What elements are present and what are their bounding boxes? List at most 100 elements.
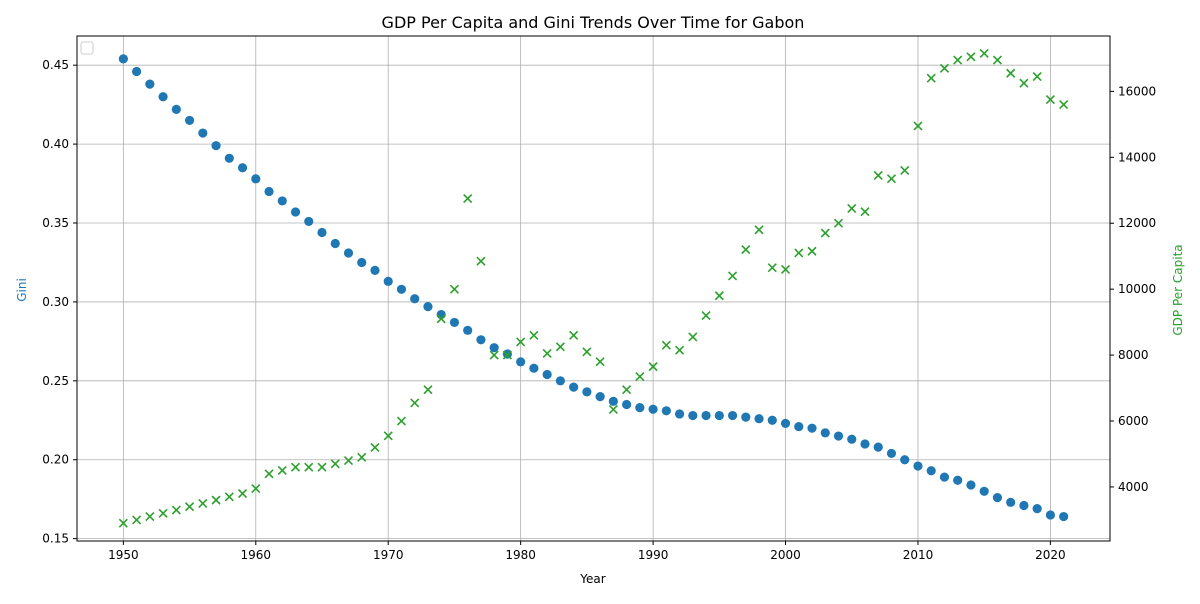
gdp-point-stroke	[608, 404, 618, 415]
x-tick-label: 1980	[505, 548, 536, 562]
data-layer	[118, 48, 1069, 528]
gini-point	[251, 174, 261, 184]
gini-point	[290, 207, 301, 217]
gdp-point-stroke	[158, 508, 168, 518]
gdp-point	[608, 404, 618, 415]
gdp-point	[648, 362, 658, 372]
gini-point	[224, 153, 234, 163]
gini-point	[648, 404, 658, 414]
gini-point	[847, 434, 857, 444]
gdp-point	[251, 484, 261, 494]
gdp-point	[701, 310, 711, 321]
gdp-point	[754, 225, 764, 235]
x-tick-label: 1950	[108, 548, 139, 562]
gini-point	[489, 343, 499, 353]
gdp-point	[396, 416, 407, 426]
gdp-point-stroke	[794, 248, 804, 258]
gdp-point-stroke	[198, 498, 208, 508]
y-tick-label-right: 12000	[1118, 216, 1156, 230]
gdp-point-stroke	[992, 55, 1002, 65]
gini-point	[701, 410, 711, 421]
gdp-point-stroke	[449, 284, 460, 294]
gdp-point	[966, 52, 976, 62]
gdp-point-stroke	[330, 459, 340, 469]
gini-point	[820, 428, 830, 438]
gini-point	[357, 257, 367, 268]
gdp-point	[873, 170, 883, 181]
gdp-point-stroke	[211, 495, 221, 505]
gdp-point-stroke	[807, 246, 817, 256]
gdp-point-stroke	[767, 263, 777, 273]
gdp-point	[688, 332, 698, 342]
gini-point	[714, 410, 724, 421]
gini-point	[277, 196, 287, 206]
gdp-point-stroke	[701, 310, 711, 321]
gdp-point	[926, 73, 936, 83]
gdp-point	[224, 492, 234, 502]
gdp-point	[542, 348, 552, 359]
gdp-point-stroke	[714, 291, 724, 301]
gdp-point-stroke	[370, 442, 380, 452]
gdp-point	[370, 442, 380, 452]
gdp-point	[1032, 71, 1042, 82]
gini-point	[1032, 504, 1042, 514]
gdp-point	[1045, 95, 1055, 105]
gdp-point-stroke	[264, 469, 274, 479]
x-tick-label: 1990	[638, 548, 669, 562]
legend-box	[80, 41, 94, 55]
y-tick-label-right: 14000	[1118, 150, 1156, 164]
gdp-point	[118, 518, 128, 528]
gini-point	[171, 104, 181, 114]
gdp-point	[463, 193, 473, 204]
gdp-point-stroke	[317, 462, 327, 472]
gini-point	[211, 141, 221, 151]
gini-point	[727, 410, 738, 421]
gdp-point-stroke	[423, 385, 433, 395]
gdp-point	[860, 207, 870, 217]
y-tick-label-left: 0.15	[42, 532, 69, 546]
gdp-point	[317, 462, 327, 472]
gdp-point-stroke	[1019, 78, 1029, 88]
gdp-point	[502, 350, 512, 360]
gdp-point	[211, 495, 221, 505]
gini-point	[1059, 511, 1069, 522]
gdp-point	[727, 271, 738, 281]
gdp-point	[1006, 68, 1016, 78]
gdp-point	[833, 218, 844, 228]
gdp-point-stroke	[979, 48, 989, 59]
gdp-point-stroke	[343, 456, 354, 466]
gdp-point-stroke	[569, 330, 579, 340]
gini-point	[304, 216, 314, 227]
chart-title: GDP Per Capita and Gini Trends Over Time…	[382, 13, 805, 32]
gdp-point	[449, 284, 460, 294]
axes: 1950 1960 1970 1980 1990 2000 2010 2020 0.15 0.20…	[42, 35, 1156, 562]
y-tick-label-left: 0.25	[42, 374, 69, 388]
gini-point	[555, 376, 565, 386]
gdp-point-stroke	[542, 348, 552, 359]
gini-point	[463, 325, 473, 335]
gdp-point-stroke	[1032, 71, 1042, 82]
gini-point	[1019, 500, 1029, 511]
gdp-point	[476, 256, 486, 266]
gdp-point-stroke	[1045, 95, 1055, 105]
gdp-point-stroke	[622, 385, 632, 395]
gdp-point	[595, 357, 605, 367]
y-tick-label-left: 0.20	[42, 453, 69, 467]
gini-point	[184, 115, 195, 126]
gini-point	[370, 265, 380, 275]
gini-point	[158, 92, 168, 102]
gdp-point-stroke	[860, 207, 870, 217]
gdp-point	[794, 248, 804, 258]
gdp-point-stroke	[529, 330, 539, 340]
gdp-point	[132, 515, 142, 525]
gini-point	[410, 294, 420, 304]
gini-point	[423, 302, 433, 312]
gdp-point	[661, 340, 671, 350]
y-tick-label-right: 6000	[1118, 414, 1149, 428]
gini-point	[1006, 497, 1016, 507]
x-tick-label: 2000	[770, 548, 801, 562]
gdp-point	[330, 459, 340, 469]
gdp-point	[886, 174, 897, 184]
gdp-point	[171, 505, 181, 515]
y-tick-label-right: 8000	[1118, 348, 1149, 362]
